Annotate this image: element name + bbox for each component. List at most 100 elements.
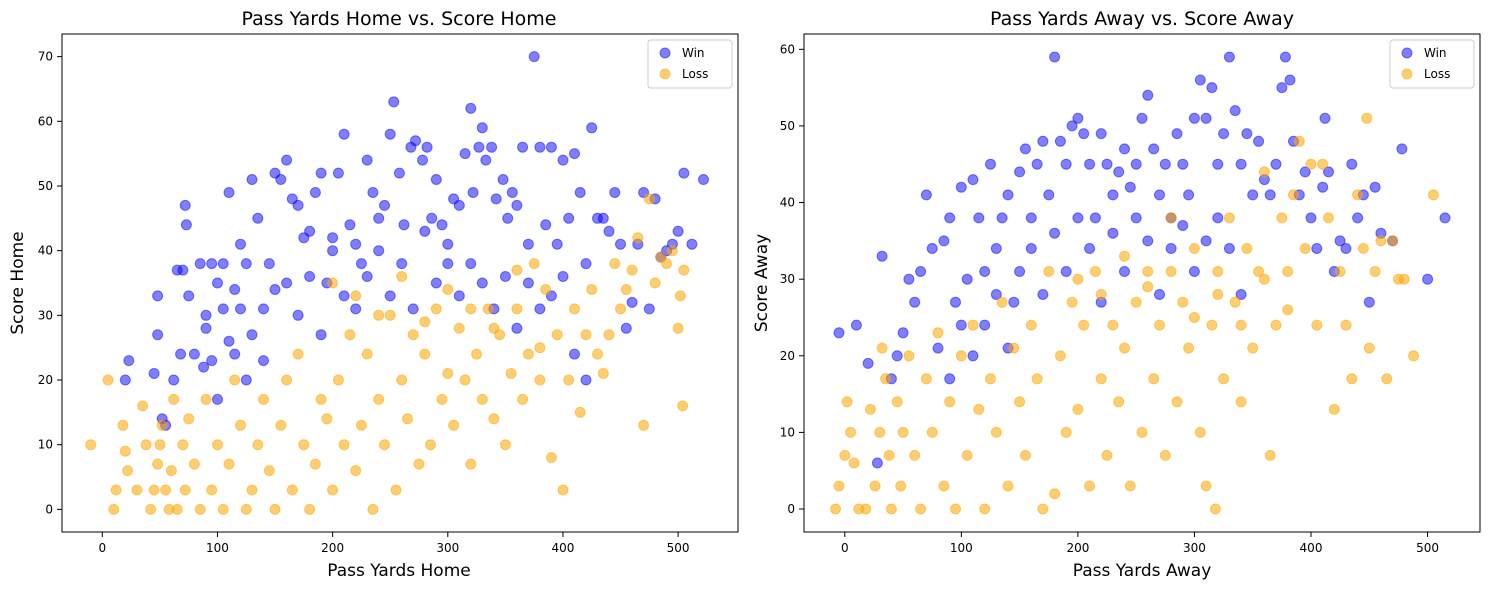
data-point-loss (1311, 319, 1323, 331)
data-point-loss (973, 403, 985, 415)
data-point-loss (944, 396, 956, 408)
data-point-loss (315, 393, 327, 405)
data-point-win (990, 289, 1002, 300)
data-point-win (258, 355, 269, 367)
data-point-win (950, 296, 961, 308)
data-point-win (355, 258, 367, 270)
data-point-loss (574, 406, 586, 418)
data-point-win (1247, 189, 1259, 201)
data-point-win (183, 290, 195, 302)
data-point-loss (1095, 289, 1107, 300)
data-point-win (938, 235, 950, 247)
data-point-loss (154, 439, 166, 451)
data-point-loss (540, 284, 552, 295)
data-point-loss (355, 419, 367, 431)
data-point-win (1311, 243, 1323, 254)
data-point-win (1223, 51, 1235, 63)
data-point-loss (177, 439, 189, 451)
data-point-win (1241, 128, 1253, 140)
data-point-loss (1352, 189, 1364, 201)
legend-label-win: Win (1424, 46, 1447, 60)
data-point-loss (1212, 266, 1224, 277)
data-point-win (534, 141, 546, 153)
data-point-loss (528, 258, 540, 270)
data-point-win (557, 154, 569, 166)
data-point-win (944, 212, 956, 224)
data-point-loss (1427, 189, 1439, 201)
data-point-loss (1282, 304, 1294, 316)
data-point-win (932, 342, 944, 354)
data-point-loss (938, 480, 950, 492)
data-point-win (332, 167, 344, 179)
data-point-win (396, 258, 408, 270)
data-point-win (373, 212, 385, 224)
data-point-loss (217, 503, 229, 515)
legend-marker-win (1401, 47, 1413, 59)
data-point-loss (1387, 235, 1399, 247)
data-point-win (373, 245, 385, 257)
data-point-loss (465, 458, 477, 470)
data-point-win (1206, 82, 1218, 94)
data-point-win (1165, 243, 1177, 254)
data-point-win (1200, 112, 1212, 124)
data-point-win (979, 319, 991, 331)
data-point-win (430, 277, 442, 289)
data-point-win (580, 374, 592, 386)
data-point-win (563, 212, 575, 224)
data-point-loss (1258, 273, 1270, 285)
data-point-loss (488, 413, 500, 425)
data-point-loss (1089, 266, 1101, 277)
data-point-win (304, 225, 316, 237)
data-point-loss (522, 348, 534, 360)
data-point-win (384, 290, 396, 302)
data-point-loss (1288, 189, 1299, 201)
data-point-loss (1159, 449, 1171, 461)
data-point-win (212, 393, 223, 405)
data-point-win (850, 319, 862, 331)
data-point-loss (137, 400, 149, 412)
data-point-loss (1142, 266, 1154, 277)
data-point-win (417, 154, 428, 166)
data-point-win (1054, 135, 1066, 147)
data-point-loss (1381, 373, 1393, 385)
x-tick-label: 200 (1066, 541, 1089, 555)
data-point-loss (632, 232, 644, 244)
data-point-win (217, 303, 229, 315)
data-point-loss (996, 296, 1008, 308)
data-point-win (235, 238, 246, 250)
data-point-loss (1072, 403, 1084, 415)
data-point-win (511, 199, 523, 211)
data-point-win (459, 148, 471, 160)
data-point-loss (1334, 266, 1346, 277)
data-point-loss (269, 503, 281, 515)
data-point-loss (1200, 480, 1212, 492)
data-point-loss (643, 193, 655, 205)
data-point-win (223, 335, 235, 347)
data-point-win (148, 368, 160, 379)
data-point-win (955, 181, 967, 193)
data-point-win (119, 374, 131, 386)
data-point-loss (275, 419, 287, 431)
data-point-win (1235, 158, 1247, 170)
data-point-loss (1165, 212, 1177, 224)
y-tick-label: 0 (787, 502, 795, 516)
data-point-win (603, 225, 615, 237)
data-point-win (304, 271, 316, 282)
data-point-win (292, 309, 304, 321)
data-point-loss (499, 439, 511, 451)
data-point-win (281, 154, 293, 166)
data-point-win (1235, 289, 1247, 300)
data-point-win (123, 355, 135, 367)
y-axis-label: Score Home (8, 231, 28, 334)
data-point-win (1188, 266, 1200, 277)
data-point-win (476, 277, 488, 289)
data-point-loss (442, 368, 454, 379)
data-point-win (876, 250, 888, 262)
x-tick-label: 400 (1300, 541, 1323, 555)
data-point-loss (1177, 296, 1189, 308)
data-point-loss (488, 322, 500, 334)
data-point-win (1284, 74, 1296, 86)
data-point-loss (557, 484, 569, 496)
data-point-win (217, 258, 229, 270)
